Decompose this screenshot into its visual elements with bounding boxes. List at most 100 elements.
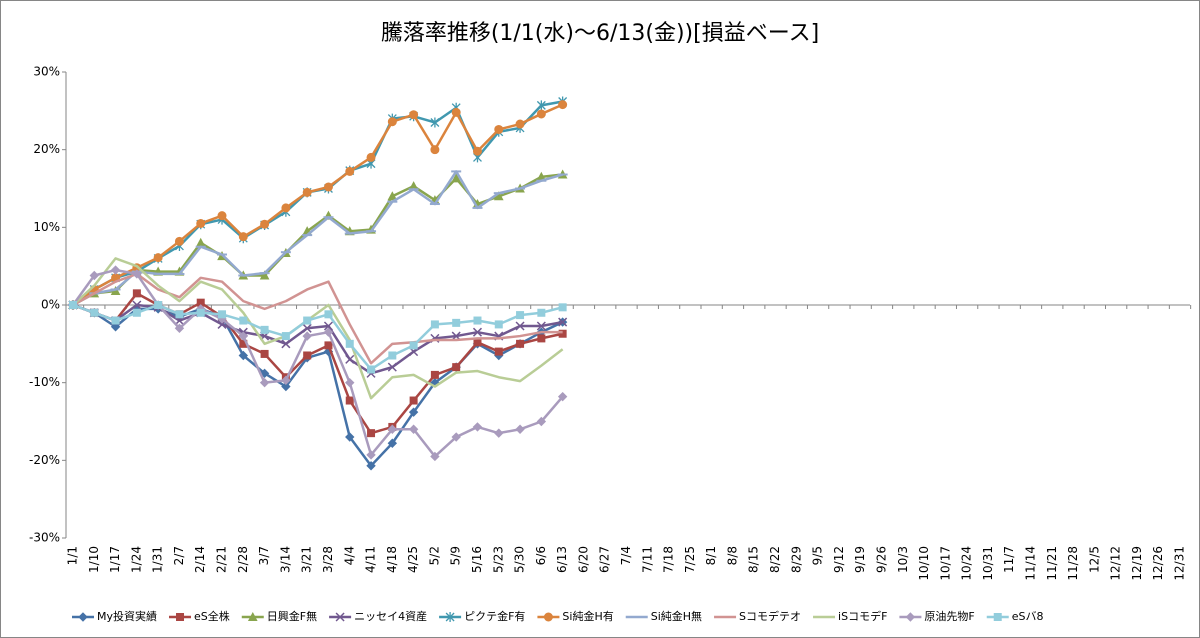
x-tick-label: 10/17 <box>938 546 952 581</box>
series-line <box>72 173 563 307</box>
marker <box>558 329 567 338</box>
marker <box>472 327 483 337</box>
marker <box>174 236 184 246</box>
marker <box>196 218 206 228</box>
x-tick-label: 5/30 <box>513 546 527 573</box>
x-tick-label: 2/21 <box>215 546 229 573</box>
marker <box>537 308 546 317</box>
x-tick-label: 2/7 <box>172 546 186 565</box>
marker <box>367 429 376 438</box>
marker <box>132 300 142 310</box>
legend-item: eSバ8 <box>986 610 1043 623</box>
marker <box>472 422 483 432</box>
marker <box>259 368 270 379</box>
marker <box>218 310 227 319</box>
marker <box>516 311 525 320</box>
x-tick-label: 12/12 <box>1109 546 1123 581</box>
marker <box>259 377 270 388</box>
marker <box>260 325 269 334</box>
x-tick-label: 7/25 <box>683 546 697 573</box>
marker <box>430 451 440 462</box>
legend-item: iSコモデF <box>813 609 887 623</box>
marker <box>494 124 504 134</box>
legend-item: ニッセイ4資産 <box>329 610 427 623</box>
marker <box>472 146 482 156</box>
x-tick-label: 12/5 <box>1087 546 1101 573</box>
marker <box>260 219 270 229</box>
marker <box>430 370 439 379</box>
x-tick-label: 6/13 <box>555 546 569 573</box>
marker <box>238 232 248 242</box>
marker <box>302 331 312 341</box>
marker <box>238 331 249 341</box>
legend-label: 原油先物F <box>924 609 974 623</box>
x-tick-label: 12/19 <box>1130 546 1144 581</box>
marker <box>345 396 354 405</box>
x-tick-label: 9/5 <box>811 546 825 565</box>
legend-label: iSコモデF <box>838 609 887 623</box>
marker <box>409 341 418 350</box>
x-tick-label: 2/14 <box>193 546 207 573</box>
x-tick-label: 10/10 <box>917 546 931 581</box>
marker <box>176 613 185 621</box>
legend-item: eS全株 <box>169 609 230 623</box>
marker <box>281 332 290 341</box>
marker <box>281 381 291 392</box>
legend-label: My投資実績 <box>97 609 157 623</box>
marker <box>408 407 419 417</box>
marker <box>323 327 334 337</box>
marker <box>345 377 355 388</box>
y-tick-label: 20% <box>33 142 60 156</box>
x-tick-label: 11/7 <box>1002 546 1016 573</box>
marker <box>110 322 121 332</box>
marker <box>430 117 440 128</box>
marker <box>905 612 916 622</box>
legend-label: ピクテ金F有 <box>464 609 525 623</box>
x-tick-label: 4/18 <box>385 546 399 573</box>
marker <box>78 612 88 622</box>
x-tick-label: 12/26 <box>1151 546 1165 581</box>
marker <box>387 424 398 434</box>
marker <box>430 145 440 155</box>
x-tick-label: 11/28 <box>1066 546 1080 581</box>
marker <box>558 303 567 312</box>
legend-label: ニッセイ4資産 <box>354 610 427 623</box>
x-tick-label: 9/26 <box>874 546 888 573</box>
marker <box>281 203 291 213</box>
marker <box>281 375 291 386</box>
x-tick-label: 4/4 <box>342 546 356 565</box>
legend-label: Sコモデテオ <box>739 609 801 623</box>
x-tick-label: 11/14 <box>1023 546 1037 581</box>
legend-label: Si純金H有 <box>562 609 613 623</box>
x-tick-label: 4/11 <box>364 546 378 573</box>
x-tick-label: 8/15 <box>747 546 761 573</box>
marker <box>445 612 455 622</box>
marker <box>557 391 568 402</box>
marker <box>452 318 461 327</box>
x-tick-label: 5/9 <box>449 546 463 565</box>
marker <box>367 365 376 374</box>
x-tick-label: 8/22 <box>768 546 782 573</box>
x-tick-label: 3/14 <box>278 546 292 573</box>
marker <box>324 310 333 319</box>
marker <box>260 349 269 358</box>
marker <box>366 450 376 460</box>
marker <box>387 117 397 127</box>
series-line <box>72 257 564 400</box>
marker <box>473 316 482 325</box>
marker <box>409 396 418 405</box>
marker <box>451 432 461 442</box>
marker <box>174 323 185 334</box>
legend-item: Si純金H有 <box>537 609 614 623</box>
x-tick-label: 7/11 <box>640 546 654 573</box>
x-tick-label: 9/19 <box>853 546 867 573</box>
marker <box>302 187 312 197</box>
legend-item: Sコモデテオ <box>714 609 801 623</box>
x-tick-label: 2/28 <box>236 546 250 573</box>
marker <box>543 612 553 622</box>
y-tick-label: 0% <box>41 298 60 312</box>
marker <box>408 424 419 434</box>
marker <box>558 100 568 110</box>
chart-title: 騰落率推移(1/1(水)～6/13(金))[損益ベース] <box>381 21 819 46</box>
